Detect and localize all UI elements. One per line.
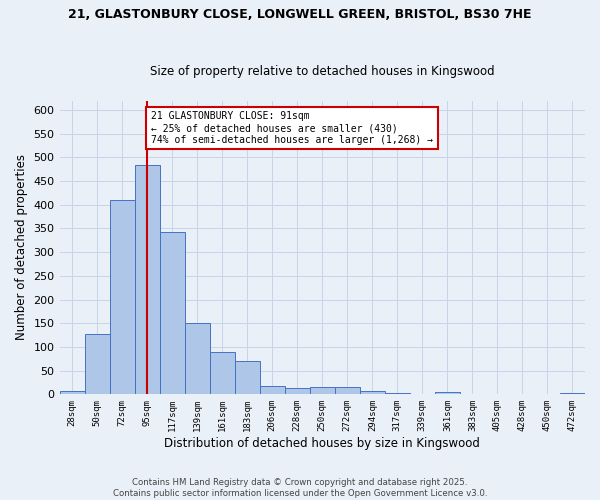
Bar xyxy=(85,334,110,394)
Text: 21, GLASTONBURY CLOSE, LONGWELL GREEN, BRISTOL, BS30 7HE: 21, GLASTONBURY CLOSE, LONGWELL GREEN, B… xyxy=(68,8,532,20)
Bar xyxy=(260,386,285,394)
Bar xyxy=(235,361,260,394)
Bar xyxy=(134,166,160,394)
Bar xyxy=(285,388,310,394)
Bar xyxy=(160,232,185,394)
Bar xyxy=(209,352,235,395)
X-axis label: Distribution of detached houses by size in Kingswood: Distribution of detached houses by size … xyxy=(164,437,480,450)
Y-axis label: Number of detached properties: Number of detached properties xyxy=(15,154,28,340)
Bar xyxy=(310,387,335,394)
Bar xyxy=(59,390,85,394)
Bar xyxy=(435,392,460,394)
Title: Size of property relative to detached houses in Kingswood: Size of property relative to detached ho… xyxy=(150,66,494,78)
Bar xyxy=(360,392,385,394)
Text: 21 GLASTONBURY CLOSE: 91sqm
← 25% of detached houses are smaller (430)
74% of se: 21 GLASTONBURY CLOSE: 91sqm ← 25% of det… xyxy=(151,112,433,144)
Bar xyxy=(560,393,585,394)
Text: Contains HM Land Registry data © Crown copyright and database right 2025.
Contai: Contains HM Land Registry data © Crown c… xyxy=(113,478,487,498)
Bar xyxy=(185,323,209,394)
Bar xyxy=(110,200,134,394)
Bar xyxy=(335,387,360,394)
Bar xyxy=(385,393,410,394)
